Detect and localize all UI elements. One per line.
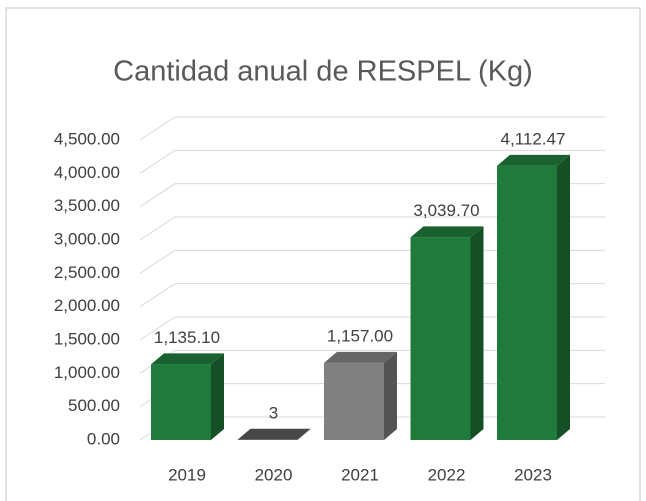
- x-tick-label: 2020: [255, 465, 293, 484]
- grid-line: [139, 183, 605, 208]
- bar: [410, 237, 471, 440]
- y-tick-label: 3,000.00: [54, 229, 120, 248]
- y-tick-label: 500.00: [68, 396, 120, 415]
- bar-side: [384, 351, 397, 440]
- x-tick-label: 2021: [341, 465, 379, 484]
- value-label: 1,135.10: [154, 328, 220, 347]
- grid-line: [139, 116, 605, 141]
- grid-line: [139, 149, 605, 174]
- y-tick-label: 1,500.00: [54, 329, 120, 348]
- y-tick-label: 0.00: [87, 429, 120, 448]
- bar-top: [237, 428, 311, 440]
- value-label: 4,112.47: [501, 129, 566, 148]
- value-label: 3,039.70: [413, 201, 479, 220]
- bar-top: [324, 351, 397, 363]
- bar-side: [557, 154, 570, 440]
- bar-top: [410, 226, 484, 238]
- chart-title: Cantidad anual de RESPEL (Kg): [113, 56, 533, 88]
- y-tick-label: 4,000.00: [54, 163, 120, 182]
- bar: [151, 364, 211, 440]
- y-tick-label: 1,000.00: [54, 363, 120, 382]
- bar-side: [297, 428, 311, 440]
- x-tick-label: 2022: [428, 465, 466, 484]
- grid-line: [139, 216, 605, 241]
- y-tick-label: 3,500.00: [54, 196, 120, 215]
- value-label: 1,157.00: [327, 326, 393, 345]
- x-tick-label: 2023: [514, 465, 552, 484]
- y-tick-label: 2,500.00: [54, 263, 120, 282]
- bar: [497, 165, 557, 440]
- bar-side: [470, 226, 484, 440]
- x-tick-label: 2019: [168, 465, 206, 484]
- bar-side: [211, 353, 224, 440]
- y-tick-label: 2,000.00: [54, 296, 120, 315]
- bar-top: [497, 154, 570, 166]
- y-tick-label: 4,500.00: [54, 129, 120, 148]
- bar-top: [151, 353, 224, 365]
- value-label: 3: [269, 403, 278, 422]
- bar: [324, 362, 384, 440]
